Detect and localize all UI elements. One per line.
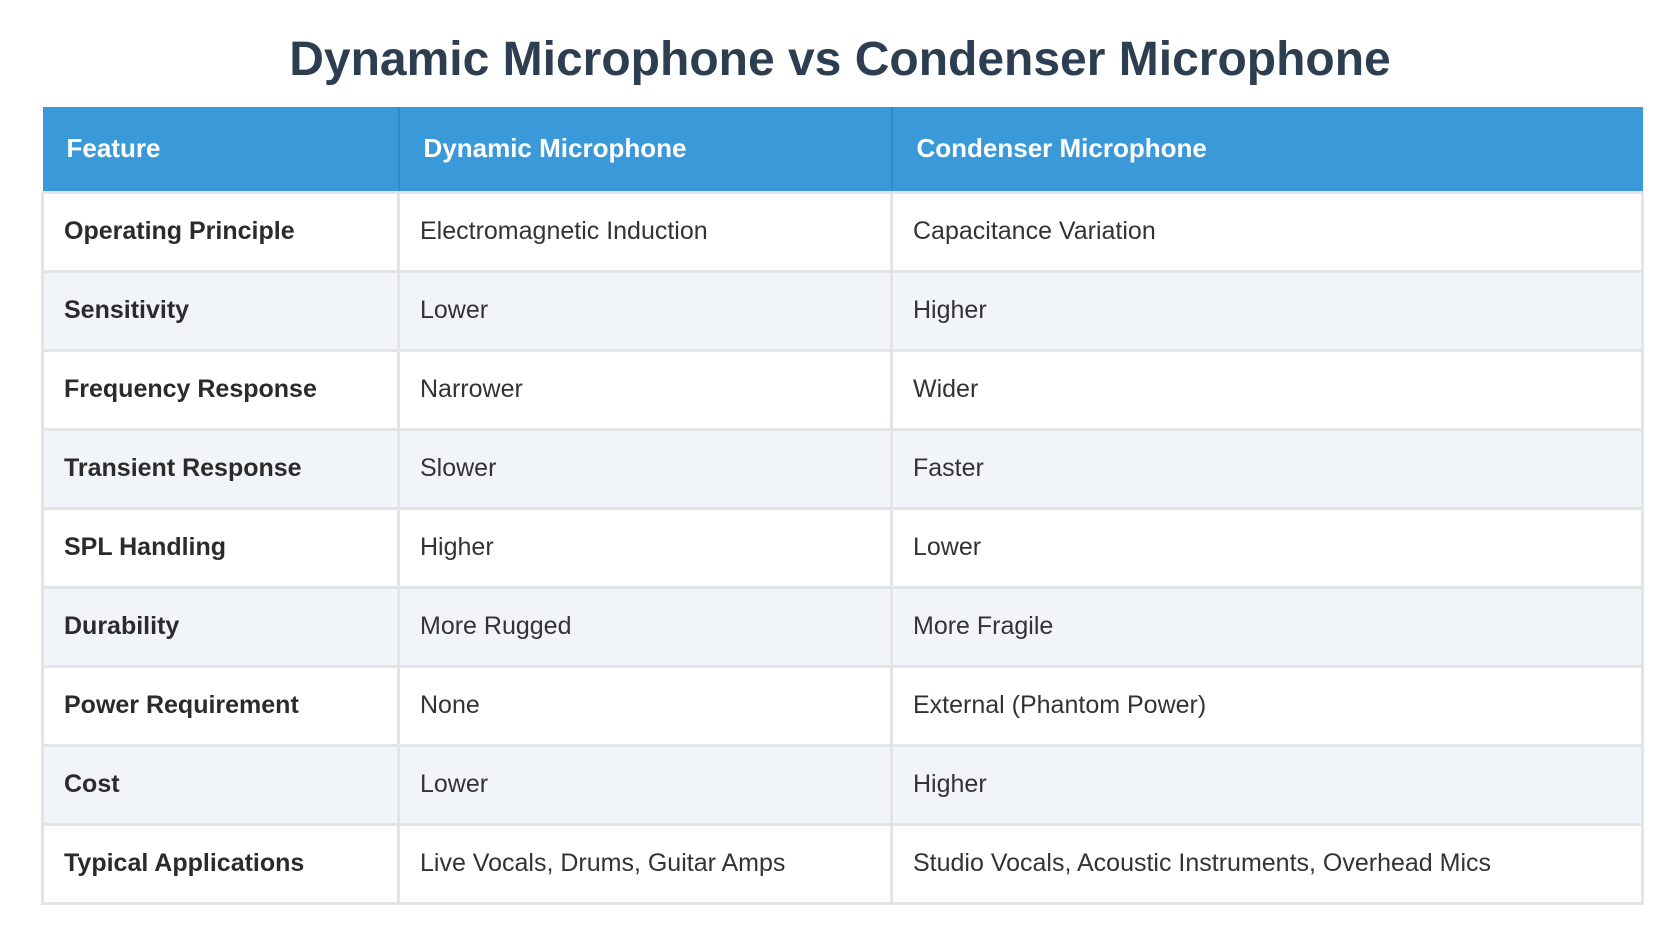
table-row: SPL Handling Higher Lower — [41, 506, 1644, 589]
condenser-cell: Capacitance Variation — [890, 190, 1644, 273]
table-header-row: Feature Dynamic Microphone Condenser Mic… — [42, 107, 1643, 192]
feature-cell: Transient Response — [41, 427, 400, 510]
dynamic-cell: Lower — [397, 743, 893, 826]
dynamic-cell: Electromagnetic Induction — [397, 190, 893, 273]
feature-cell: Frequency Response — [41, 348, 400, 431]
condenser-cell: Higher — [890, 269, 1644, 352]
table-row: Cost Lower Higher — [41, 743, 1644, 826]
feature-cell: SPL Handling — [41, 506, 400, 589]
table-row: Sensitivity Lower Higher — [41, 269, 1644, 352]
feature-cell: Durability — [41, 585, 400, 668]
header-dynamic-microphone: Dynamic Microphone — [398, 107, 893, 192]
dynamic-cell: Higher — [397, 506, 893, 589]
table-row: Operating Principle Electromagnetic Indu… — [41, 190, 1644, 273]
condenser-cell: Higher — [890, 743, 1644, 826]
table-row: Durability More Rugged More Fragile — [41, 585, 1644, 668]
feature-cell: Power Requirement — [41, 664, 400, 747]
feature-cell: Operating Principle — [41, 190, 400, 273]
dynamic-cell: More Rugged — [397, 585, 893, 668]
condenser-cell: More Fragile — [890, 585, 1644, 668]
dynamic-cell: Lower — [397, 269, 893, 352]
comparison-table-container: Feature Dynamic Microphone Condenser Mic… — [41, 107, 1644, 905]
dynamic-cell: Live Vocals, Drums, Guitar Amps — [397, 822, 893, 905]
condenser-cell: Faster — [890, 427, 1644, 510]
table-row: Typical Applications Live Vocals, Drums,… — [41, 822, 1644, 905]
condenser-cell: Wider — [890, 348, 1644, 431]
condenser-cell: Lower — [890, 506, 1644, 589]
feature-cell: Typical Applications — [41, 822, 400, 905]
feature-cell: Sensitivity — [41, 269, 400, 352]
header-feature: Feature — [42, 107, 400, 192]
condenser-cell: Studio Vocals, Acoustic Instruments, Ove… — [890, 822, 1644, 905]
table-row: Power Requirement None External (Phantom… — [41, 664, 1644, 747]
dynamic-cell: None — [397, 664, 893, 747]
dynamic-cell: Slower — [397, 427, 893, 510]
page-title: Dynamic Microphone vs Condenser Micropho… — [289, 33, 1391, 86]
condenser-cell: External (Phantom Power) — [890, 664, 1644, 747]
dynamic-cell: Narrower — [397, 348, 893, 431]
table-row: Transient Response Slower Faster — [41, 427, 1644, 510]
header-condenser-microphone: Condenser Microphone — [891, 107, 1643, 192]
table-row: Frequency Response Narrower Wider — [41, 348, 1644, 431]
feature-cell: Cost — [41, 743, 400, 826]
comparison-table: Feature Dynamic Microphone Condenser Mic… — [41, 107, 1644, 905]
